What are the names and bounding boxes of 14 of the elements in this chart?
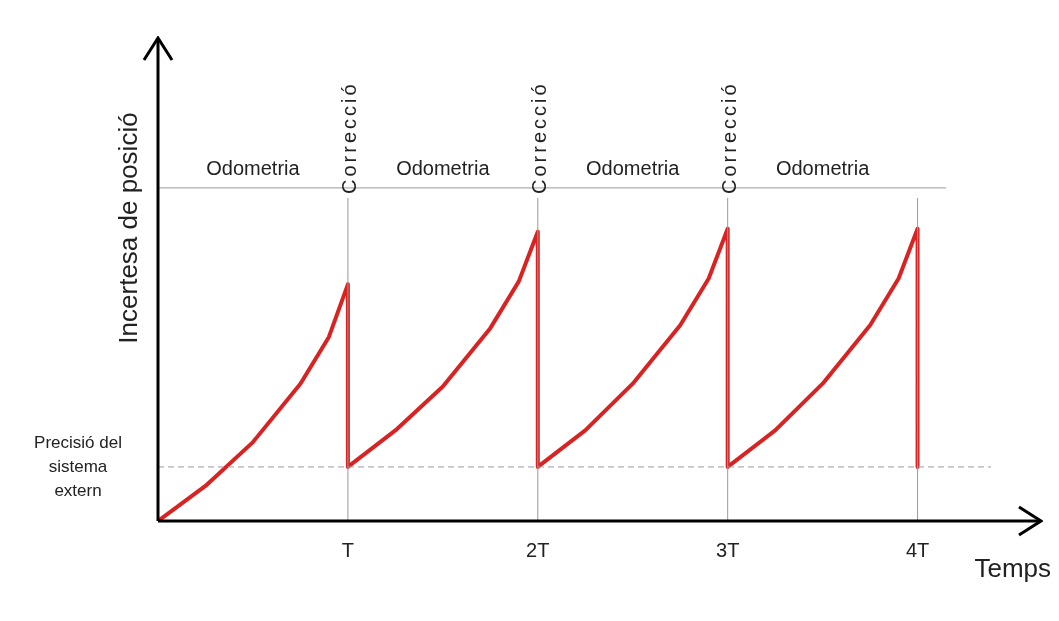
ref-line-label: Correcció bbox=[527, 81, 550, 194]
ref-line-label: Precisió del sistema extern bbox=[34, 432, 122, 500]
text: Odometria bbox=[396, 157, 491, 180]
text: Odometria bbox=[206, 157, 301, 180]
text: Odometria bbox=[775, 157, 871, 180]
x-tick-label: 4T bbox=[905, 538, 930, 561]
x-tick-label: 2T bbox=[526, 538, 550, 561]
ref-line-label: Correcció bbox=[337, 81, 360, 194]
x-axis-title: Temps bbox=[974, 553, 1051, 584]
ref-line-label: Correcció bbox=[717, 81, 740, 194]
x-tick-label: 3T bbox=[716, 538, 740, 561]
x-tick-label: T bbox=[341, 538, 354, 561]
y-axis-title: Incertesa de posició bbox=[113, 112, 144, 344]
text: Odometria bbox=[586, 157, 681, 180]
